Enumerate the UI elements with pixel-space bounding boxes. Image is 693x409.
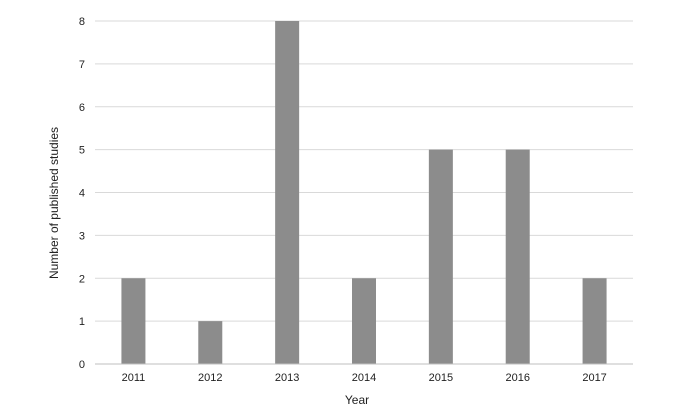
x-tick-label: 2015 (429, 372, 453, 384)
x-tick-label: 2012 (198, 372, 222, 384)
y-tick-label: 7 (79, 59, 85, 71)
bar-2012 (198, 321, 223, 364)
y-tick-label: 5 (79, 145, 85, 157)
y-tick-label: 6 (79, 102, 85, 114)
x-tick-label: 2016 (505, 372, 529, 384)
bar-2013 (275, 21, 300, 364)
bars (121, 21, 607, 364)
gridlines (95, 20, 633, 322)
x-tick-label: 2011 (122, 372, 146, 384)
y-tick-label: 3 (79, 230, 85, 242)
y-tick-label: 2 (79, 273, 85, 285)
bar-2015 (428, 149, 453, 364)
y-axis-title: Number of published studies (47, 127, 61, 279)
y-tick-label: 4 (79, 188, 85, 200)
x-axis-title: Year (345, 393, 369, 407)
x-tick-label: 2013 (275, 372, 299, 384)
bar-2017 (582, 278, 607, 364)
bar-2014 (352, 278, 376, 364)
y-tick-label: 1 (79, 316, 85, 328)
axes: 0 1 2 3 4 5 6 7 8 2011 2012 2013 2014 2015 2016 2017 (79, 16, 633, 384)
bar-2011 (121, 278, 146, 364)
x-tick-label: 2014 (352, 372, 376, 384)
x-tick-label: 2017 (582, 372, 606, 384)
y-tick-label: 8 (79, 16, 85, 28)
y-tick-label: 0 (79, 359, 85, 371)
bar-2016 (505, 149, 530, 364)
